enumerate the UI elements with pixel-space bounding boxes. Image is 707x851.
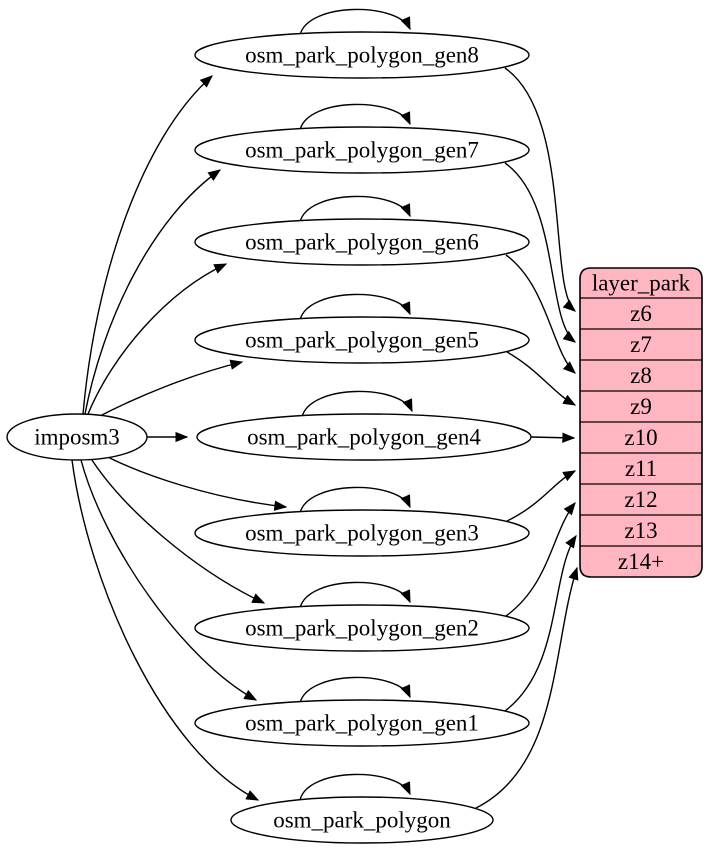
layer-park-row-z8: z8 xyxy=(630,363,652,388)
node-layer-park: layer_park z6 z7 z8 z9 z10 z11 z12 z13 z… xyxy=(579,267,703,578)
layer-park-row-z13: z13 xyxy=(624,518,657,543)
gen6-ellipse xyxy=(194,218,530,266)
node-imposm3: imposm3 xyxy=(6,413,148,461)
polygon-label: osm_park_polygon xyxy=(273,808,451,833)
gen1-label: osm_park_polygon_gen1 xyxy=(245,711,479,736)
edge-imposm3-to-gen7 xyxy=(84,169,222,415)
edge-imposm3-to-gen3 xyxy=(99,452,288,511)
gen5-ellipse xyxy=(194,316,530,364)
edge-gen6-to-z8 xyxy=(505,254,576,374)
gen7-ellipse xyxy=(194,126,530,174)
layer-park-row-z7: z7 xyxy=(630,332,652,357)
gen8-label: osm_park_polygon_gen8 xyxy=(245,43,479,68)
self-loop-gen2 xyxy=(299,581,411,609)
gen8-ellipse xyxy=(194,31,530,79)
edge-gen4-to-z10 xyxy=(530,432,576,443)
edge-gen1-to-z13 xyxy=(504,534,577,712)
edge-imposm3-to-polygon xyxy=(71,459,260,801)
gen5-label: osm_park_polygon_gen5 xyxy=(245,328,479,353)
gen2-label: osm_park_polygon_gen2 xyxy=(245,616,479,641)
edge-gen3-to-z11 xyxy=(506,470,577,522)
gen4-ellipse xyxy=(196,413,532,461)
gen7-label: osm_park_polygon_gen7 xyxy=(245,138,479,163)
edge-imposm3-to-gen6 xyxy=(87,263,228,415)
layer-park-row-z10: z10 xyxy=(624,425,657,450)
polygon-ellipse xyxy=(230,796,494,844)
edge-gen7-to-z7 xyxy=(504,162,577,343)
gen6-label: osm_park_polygon_gen6 xyxy=(245,230,479,255)
self-loop-gen5 xyxy=(299,293,411,321)
node-osm-park-polygon-gen3: osm_park_polygon_gen3 xyxy=(194,509,530,557)
gen3-ellipse xyxy=(194,509,530,557)
layer-park-row-z11: z11 xyxy=(625,456,657,481)
node-osm-park-polygon-gen5: osm_park_polygon_gen5 xyxy=(194,316,530,364)
node-osm-park-polygon-gen6: osm_park_polygon_gen6 xyxy=(194,218,530,266)
edge-imposm3-to-gen5 xyxy=(95,359,244,419)
imposm3-ellipse xyxy=(6,413,148,461)
self-loop-polygon xyxy=(299,773,411,801)
edge-gen2-to-z12 xyxy=(505,501,576,617)
node-osm-park-polygon-gen2: osm_park_polygon_gen2 xyxy=(194,604,530,652)
node-osm-park-polygon-gen4: osm_park_polygon_gen4 xyxy=(196,413,532,461)
gen1-ellipse xyxy=(194,699,530,747)
gen2-ellipse xyxy=(194,604,530,652)
gen4-label: osm_park_polygon_gen4 xyxy=(247,425,481,450)
self-loop-gen1 xyxy=(299,676,411,704)
edge-polygon-to-z14 xyxy=(475,566,579,809)
self-loop-gen8 xyxy=(299,8,411,36)
edge-imposm3-to-gen8 xyxy=(82,75,213,415)
node-osm-park-polygon: osm_park_polygon xyxy=(230,796,494,844)
edge-imposm3-to-gen1 xyxy=(80,459,258,701)
layer-park-row-z12: z12 xyxy=(624,487,657,512)
layer-park-row-z6: z6 xyxy=(630,301,652,326)
self-loop-gen6 xyxy=(299,195,411,223)
edge-gen5-to-z9 xyxy=(506,351,577,406)
self-loop-gen7 xyxy=(299,103,411,131)
layer-park-row-z9: z9 xyxy=(630,394,652,419)
self-loop-gen4 xyxy=(301,390,413,418)
self-loop-gen3 xyxy=(299,486,411,514)
imposm3-label: imposm3 xyxy=(34,425,120,450)
gen3-label: osm_park_polygon_gen3 xyxy=(245,521,479,546)
layer-park-row-z14: z14+ xyxy=(618,549,664,574)
edge-gen8-to-z6 xyxy=(504,67,576,312)
node-osm-park-polygon-gen1: osm_park_polygon_gen1 xyxy=(194,699,530,747)
node-osm-park-polygon-gen7: osm_park_polygon_gen7 xyxy=(194,126,530,174)
edge-imposm3-to-gen2 xyxy=(89,456,266,604)
layer-park-title: layer_park xyxy=(592,271,691,296)
node-osm-park-polygon-gen8: osm_park_polygon_gen8 xyxy=(194,31,530,79)
